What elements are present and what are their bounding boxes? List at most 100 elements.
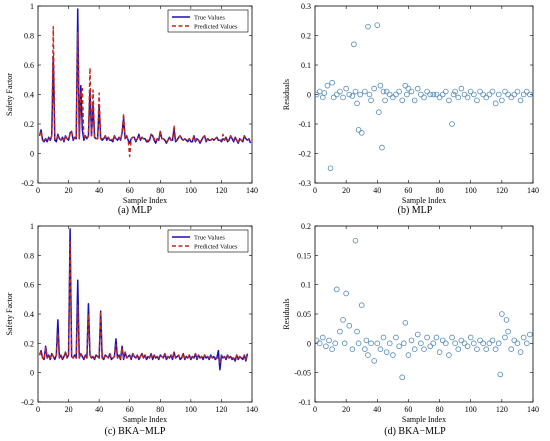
residual-point — [333, 91, 340, 98]
residual-point — [511, 337, 518, 344]
y-tick-label: -0.1 — [298, 398, 311, 407]
residual-point — [421, 346, 427, 353]
x-tick-label: 40 — [95, 186, 103, 195]
residual-point — [393, 91, 399, 98]
y-tick-label: 0 — [307, 339, 311, 348]
residual-point — [527, 91, 533, 98]
y-tick-label: 0.2 — [24, 339, 34, 348]
residual-point — [467, 334, 474, 341]
y-tick-label: -0.2 — [298, 150, 311, 159]
residual-point — [520, 334, 527, 341]
y-tick-label: 0.2 — [301, 222, 311, 231]
residual-point — [464, 343, 471, 350]
residual-point — [489, 337, 496, 344]
residual-point — [329, 346, 335, 353]
residual-point — [405, 352, 412, 358]
residual-point — [502, 334, 508, 341]
residual-point — [316, 88, 323, 95]
residual-point — [449, 334, 455, 341]
residual-point — [390, 94, 396, 101]
x-tick-label: 120 — [215, 405, 227, 414]
residual-point — [418, 91, 424, 98]
residual-point — [380, 88, 387, 95]
panel-a: 0 20 40 60 80 100 120 140-0.200.20.40.60.81Samp… — [5, 2, 258, 216]
residual-point — [343, 85, 349, 92]
residual-point — [390, 352, 396, 358]
residual-point — [495, 340, 502, 347]
residual-point — [433, 334, 440, 341]
residual-point — [446, 97, 452, 104]
residual-point — [411, 346, 418, 353]
x-tick-label: 100 — [185, 405, 197, 414]
residual-point — [386, 340, 393, 347]
data-layer — [315, 237, 533, 381]
y-tick-label: 0.3 — [301, 2, 311, 11]
y-axis-label: Safety Factor — [5, 292, 14, 335]
panel-b-caption: (b) MLP — [398, 205, 433, 216]
residual-point — [358, 302, 365, 309]
residual-point — [477, 337, 483, 344]
y-tick-label: 0.2 — [301, 32, 311, 41]
x-axis-label: Sample Index — [123, 415, 167, 424]
residual-point — [396, 88, 402, 95]
y-tick-label: 0.4 — [24, 91, 34, 100]
x-tick-label: 40 — [373, 186, 381, 195]
residual-point — [354, 100, 360, 107]
residual-point — [461, 91, 468, 98]
y-tick-label: 1 — [30, 222, 34, 231]
x-tick-label: 40 — [373, 405, 381, 414]
residual-point — [505, 328, 511, 335]
residual-point — [517, 97, 524, 104]
x-tick-label: 120 — [496, 186, 508, 195]
residual-point — [393, 334, 399, 341]
residual-point — [523, 340, 530, 347]
y-tick-label: 0.2 — [24, 120, 34, 129]
legend-label-predicted-values: Predicted Values — [194, 244, 238, 251]
residual-point — [365, 23, 371, 30]
residual-point — [337, 328, 343, 335]
x-tick-label: 20 — [342, 405, 350, 414]
residual-point — [458, 337, 465, 344]
x-tick-label: 80 — [436, 405, 444, 414]
legend: True Values Predicted Values — [167, 9, 249, 33]
y-axis-label: Safety Factor — [5, 73, 14, 116]
x-tick-label: 0 — [36, 405, 40, 414]
residual-point — [483, 94, 490, 101]
data-layer — [315, 22, 533, 172]
x-tick-label: 20 — [342, 186, 350, 195]
x-tick-label: 60 — [404, 186, 412, 195]
residual-point — [374, 22, 381, 28]
y-tick-label: -0.2 — [21, 179, 34, 188]
x-tick-label: 60 — [126, 405, 134, 414]
residual-point — [358, 130, 365, 136]
y-tick-label: 0.1 — [301, 61, 311, 70]
x-axis-label: Sample Index — [123, 196, 167, 205]
residual-point — [376, 109, 382, 115]
x-tick-label: 100 — [465, 405, 477, 414]
residual-point — [508, 346, 515, 353]
residual-point — [452, 88, 458, 95]
residual-point — [405, 85, 412, 92]
residual-point — [402, 319, 409, 326]
x-tick-label: 0 — [36, 186, 40, 195]
residual-point — [368, 340, 374, 347]
residual-point — [517, 349, 524, 355]
residual-point — [383, 88, 390, 95]
residual-point — [486, 91, 493, 98]
y-tick-label: 0 — [30, 150, 34, 159]
axes-frame — [37, 5, 253, 184]
residual-point — [396, 343, 402, 350]
residual-point — [346, 91, 353, 98]
x-tick-label: 140 — [246, 186, 258, 195]
residual-point — [455, 94, 462, 101]
residual-point — [464, 94, 471, 101]
residual-point — [319, 334, 326, 341]
residual-point — [442, 340, 449, 347]
panel-c-plot: 0 20 40 60 80 100 120 140-0.200.20.40.60.81Samp… — [5, 222, 258, 424]
panel-a-caption: (a) MLP — [118, 205, 153, 216]
panel-b: 0 20 40 60 80 100 120 140 -0.3 -0.2 -0.1 0 0.1 0.2 0.3… — [282, 2, 539, 216]
residual-point — [379, 144, 385, 151]
residual-point — [354, 328, 360, 335]
residual-point — [386, 91, 393, 98]
residual-point — [368, 97, 374, 104]
